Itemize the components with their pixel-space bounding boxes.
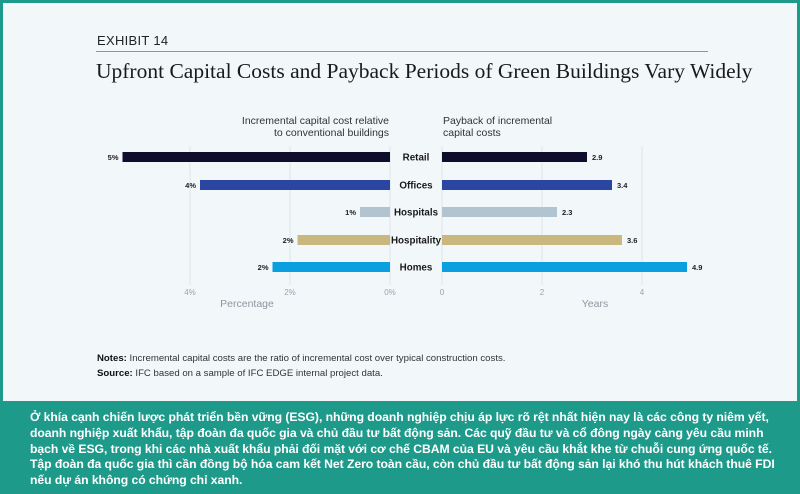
left-axis-label: Percentage [220,298,274,310]
notes-label: Notes: [97,353,127,364]
right-data-label: 2.9 [592,153,602,162]
category-label: Hospitality [391,236,442,247]
title-divider [96,51,708,52]
right-bar-homes [442,262,687,272]
left-data-label: 2% [258,263,269,272]
left-data-label: 5% [108,153,119,162]
left-panel-title: to conventional buildings [274,127,389,139]
source-label: Source: [97,368,133,379]
caption-text: Ở khía cạnh chiến lược phát triển bền vữ… [30,410,775,488]
category-label: Hospitals [394,208,439,219]
left-bar-homes [272,262,390,272]
right-data-label: 2.3 [562,208,572,217]
category-label: Offices [399,181,433,192]
left-panel-title: Incremental capital cost relative [242,115,389,127]
left-data-label: 2% [283,236,294,245]
left-tick-label: 0% [384,288,396,297]
right-panel-title: capital costs [443,127,501,139]
right-panel-title: Payback of incremental [443,115,552,127]
left-bar-retail [122,152,390,162]
right-axis-label: Years [582,298,608,310]
right-data-label: 3.6 [627,236,637,245]
left-tick-label: 2% [284,288,296,297]
right-tick-label: 0 [440,288,445,297]
left-tick-label: 4% [184,288,196,297]
category-label: Retail [403,153,430,164]
chart-title: Upfront Capital Costs and Payback Period… [96,59,753,83]
source-text: IFC based on a sample of IFC EDGE intern… [132,368,383,379]
exhibit-panel [3,3,797,401]
left-data-label: 4% [185,181,196,190]
category-label: Homes [400,263,433,274]
source-line: Source: IFC based on a sample of IFC EDG… [97,366,505,381]
left-bar-offices [200,180,390,190]
right-bar-offices [442,180,612,190]
right-tick-label: 2 [540,288,545,297]
right-bar-hospitals [442,207,557,217]
left-data-label: 1% [345,208,356,217]
right-data-label: 3.4 [617,181,628,190]
right-bar-hospitality [442,235,622,245]
left-bar-hospitals [360,207,390,217]
notes-line: Notes: Incremental capital costs are the… [97,351,505,366]
right-tick-label: 4 [640,288,645,297]
notes-block: Notes: Incremental capital costs are the… [97,351,505,381]
exhibit-label: EXHIBIT 14 [97,33,169,48]
notes-text: Incremental capital costs are the ratio … [126,353,506,364]
left-bar-hospitality [297,235,390,245]
right-data-label: 4.9 [692,263,702,272]
right-bar-retail [442,152,587,162]
